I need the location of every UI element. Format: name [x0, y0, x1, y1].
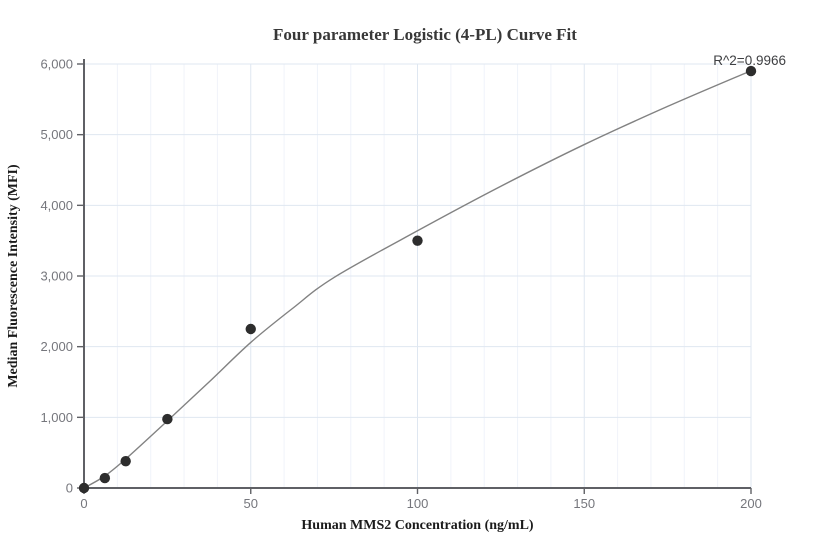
y-tick-label: 0: [66, 481, 73, 496]
fit-curve-line: [83, 70, 752, 489]
x-tick-label: 200: [740, 496, 762, 511]
data-point: [745, 65, 757, 77]
y-tick-label: 5,000: [40, 127, 73, 142]
data-point: [99, 472, 111, 484]
y-tick-label: 4,000: [40, 198, 73, 213]
x-axis-label: Human MMS2 Concentration (ng/mL): [301, 518, 534, 533]
gridlines: [84, 63, 752, 488]
x-tick-label: 150: [573, 496, 595, 511]
y-tick-label: 2,000: [40, 339, 73, 354]
data-point: [162, 413, 173, 425]
data-points: [78, 65, 757, 494]
x-tick-label: 100: [407, 496, 429, 511]
axis-tick-labels: 0 1,000 2,000 3,000 4,000 5,000 6,000 0 50 100 150…: [40, 57, 761, 512]
data-point: [245, 323, 256, 335]
x-tick-label: 50: [244, 496, 258, 511]
y-tick-label: 1,000: [40, 410, 73, 425]
x-tick-label: 0: [80, 496, 87, 511]
r-squared-annotation: R^2=0.9966: [713, 53, 786, 68]
y-tick-label: 6,000: [40, 57, 73, 72]
y-axis-label: Median Fluorescence Intensity (MFI): [6, 164, 21, 388]
y-tick-label: 3,000: [40, 269, 73, 284]
data-point: [412, 235, 423, 246]
chart-title: Four parameter Logistic (4-PL) Curve Fit: [273, 25, 577, 44]
data-point: [78, 482, 90, 494]
data-point: [120, 455, 131, 467]
